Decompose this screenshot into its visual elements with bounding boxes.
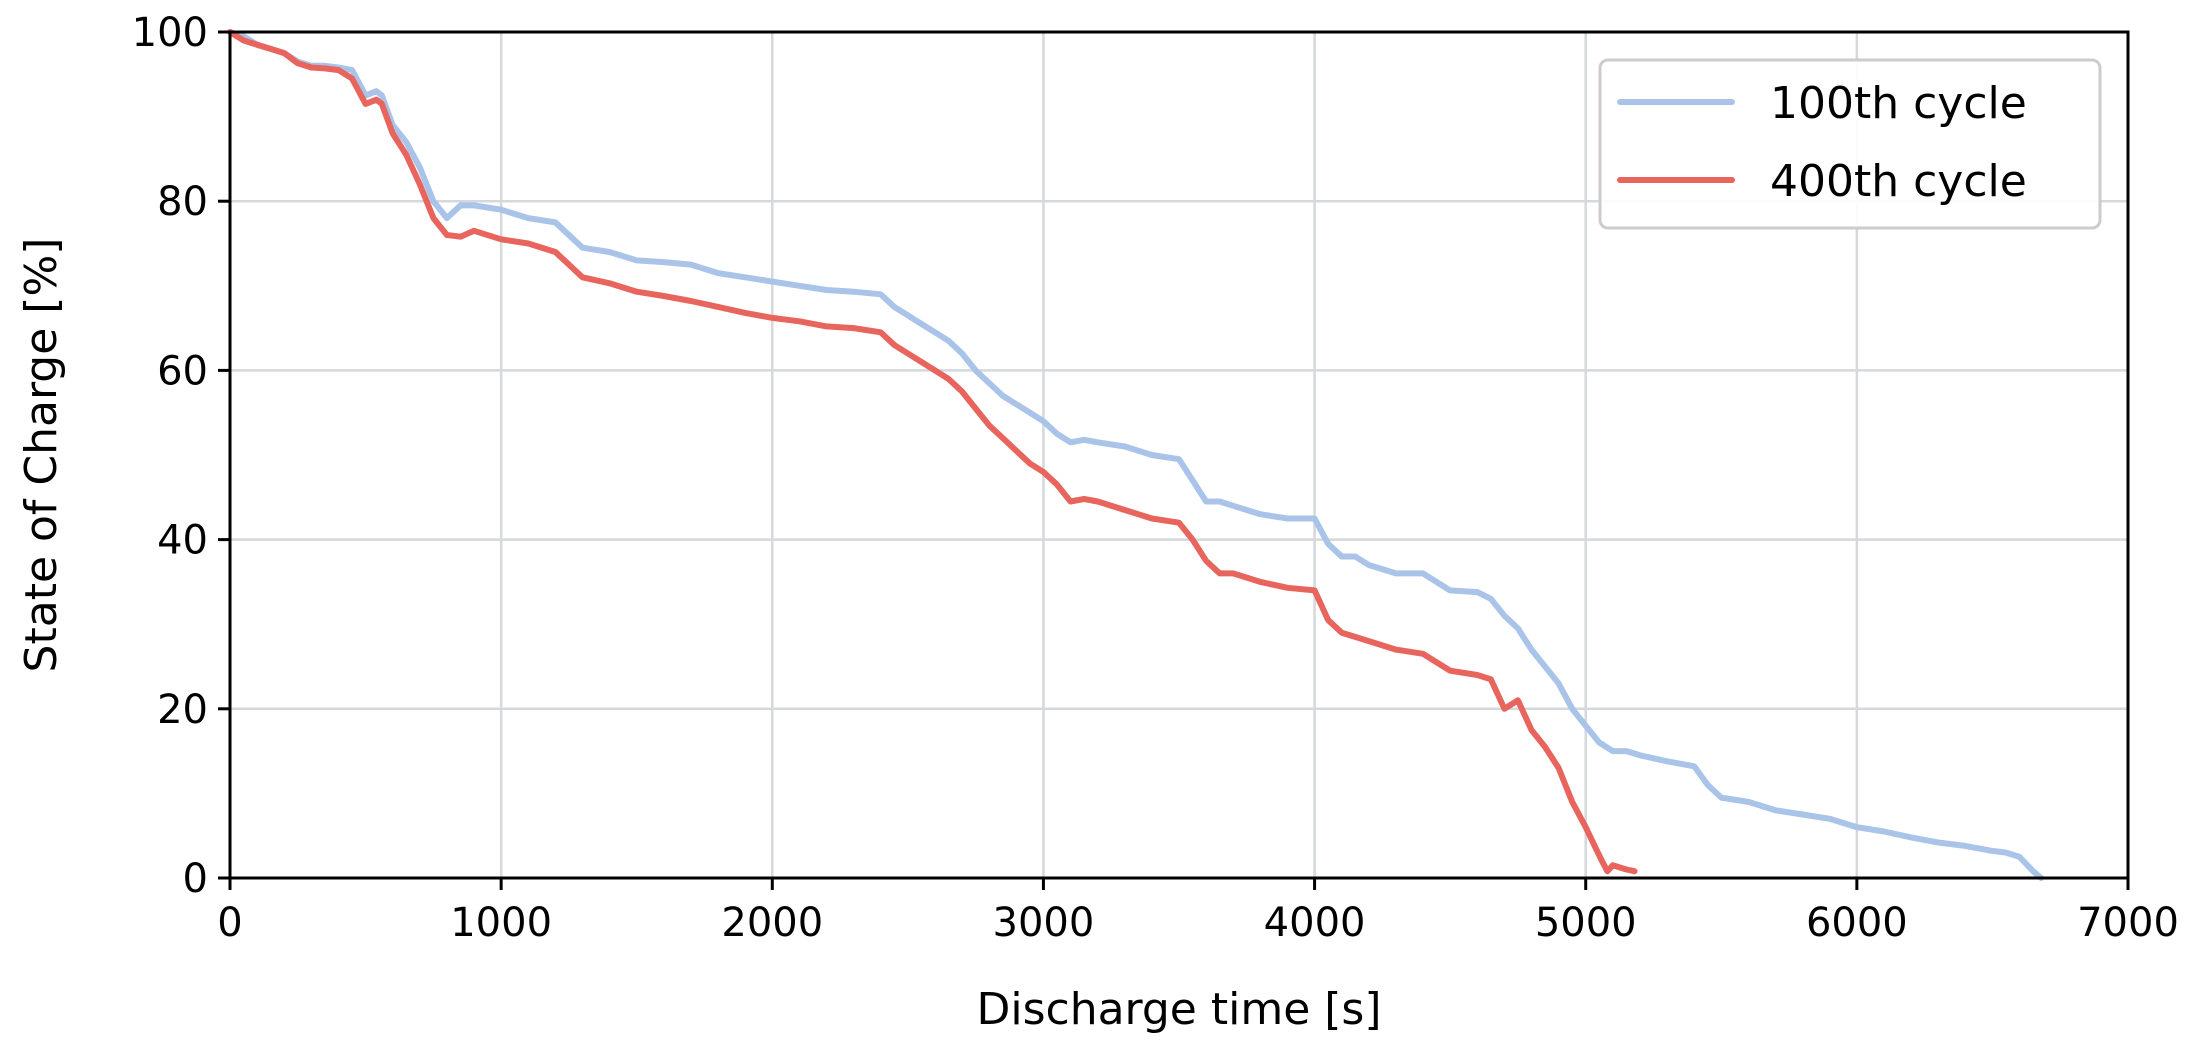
series-line-100th-cycle — [227, 29, 2045, 881]
x-tick-label: 3000 — [993, 900, 1095, 946]
y-tick-label: 100 — [132, 10, 208, 56]
y-tick-label: 0 — [183, 856, 208, 902]
legend-label-100th-cycle: 100th cycle — [1770, 78, 2027, 129]
y-axis-label: State of Charge [%] — [16, 238, 67, 673]
x-tick-label: 5000 — [1535, 900, 1637, 946]
x-axis-label: Discharge time [s] — [976, 984, 1381, 1035]
y-tick-label: 60 — [157, 348, 208, 394]
x-tick-label: 2000 — [721, 900, 823, 946]
legend: 100th cycle 400th cycle — [1598, 58, 2102, 230]
x-tick-label: 1000 — [450, 900, 552, 946]
y-tick-label: 20 — [157, 687, 208, 733]
plot-frame — [228, 30, 2130, 880]
x-tick-label: 7000 — [2077, 900, 2179, 946]
series-line-400th-cycle — [227, 29, 1638, 875]
x-axis-ticks: 0 1000 2000 3000 4000 5000 6000 7000 — [217, 878, 2179, 946]
x-tick-label: 0 — [217, 900, 242, 946]
y-tick-label: 40 — [157, 518, 208, 564]
series-lines — [227, 29, 2045, 881]
y-axis-ticks: 0 20 40 60 80 100 — [132, 10, 230, 902]
x-tick-label: 4000 — [1264, 900, 1366, 946]
legend-label-400th-cycle: 400th cycle — [1770, 156, 2027, 207]
x-tick-label: 6000 — [1806, 900, 1908, 946]
y-tick-label: 80 — [157, 179, 208, 225]
